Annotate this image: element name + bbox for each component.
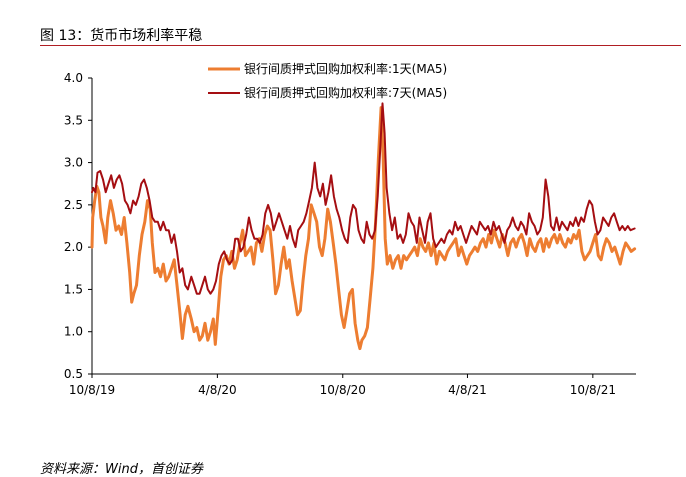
x-tick-label: 10/8/21 bbox=[570, 383, 616, 397]
x-tick-label: 10/8/20 bbox=[320, 383, 366, 397]
legend-label-7d: 银行间质押式回购加权利率:7天(MA5) bbox=[244, 85, 447, 100]
y-tick-label: 0.5 bbox=[64, 367, 83, 381]
x-tick-label: 10/8/19 bbox=[69, 383, 115, 397]
y-tick-label: 2.5 bbox=[64, 198, 83, 212]
y-tick-label: 1.0 bbox=[64, 325, 83, 339]
y-tick-label: 4.0 bbox=[64, 71, 83, 85]
figure-title: 图 13：货币市场利率平稳 bbox=[40, 28, 203, 44]
chart-series bbox=[90, 102, 637, 351]
y-tick-label: 3.0 bbox=[64, 156, 83, 170]
series-line-1d bbox=[90, 106, 637, 351]
chart-legend: 银行间质押式回购加权利率:1天(MA5) 银行间质押式回购加权利率:7天(MA5… bbox=[208, 61, 447, 100]
y-tick-label: 2.0 bbox=[64, 240, 83, 254]
x-tick-label: 4/8/21 bbox=[448, 383, 487, 397]
chart-axes: 0.5 1.0 1.5 2.0 2.5 3.0 3.5 4.0 10/8/19 4/8/20 10/… bbox=[64, 71, 636, 397]
legend-label-1d: 银行间质押式回购加权利率:1天(MA5) bbox=[244, 61, 447, 76]
figure-source: 资料来源：Wind，首创证券 bbox=[40, 462, 203, 477]
y-tick-label: 1.5 bbox=[64, 282, 83, 296]
x-tick-label: 4/8/20 bbox=[198, 383, 237, 397]
series-line-7d bbox=[91, 102, 636, 295]
title-rule bbox=[40, 45, 681, 46]
y-tick-label: 3.5 bbox=[64, 113, 83, 127]
